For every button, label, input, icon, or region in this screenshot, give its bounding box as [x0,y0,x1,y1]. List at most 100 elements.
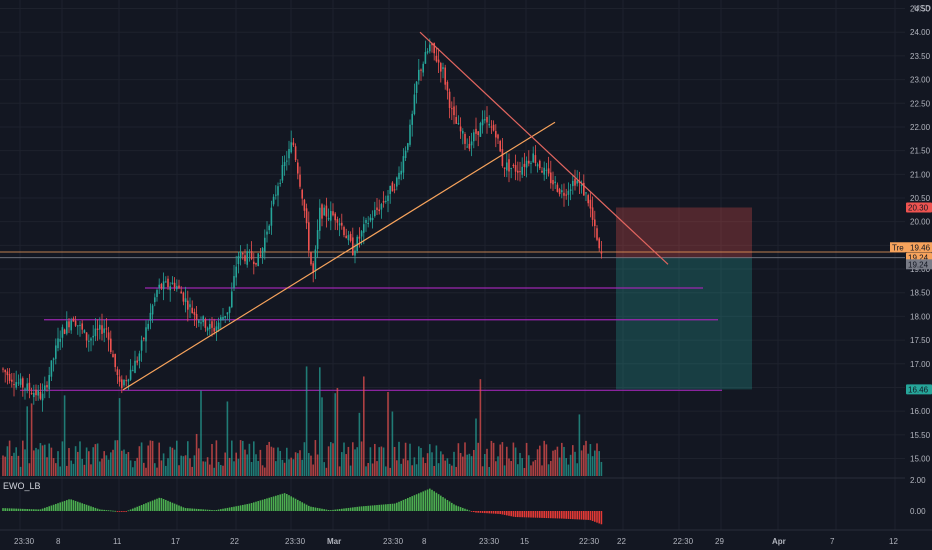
candle-body [92,335,94,338]
ewo-bar [380,504,383,511]
volume-bar [63,395,66,476]
candle-body [528,160,530,164]
candle-body [55,345,57,359]
candle-body [30,393,33,395]
volume-bar [411,465,413,476]
ewo-bar [567,511,570,519]
ewo-bar [455,505,457,511]
ewo-bar [266,498,268,511]
candle-body [325,205,328,217]
candle-body [567,190,570,195]
candle-body [376,207,378,211]
volume-bar [442,454,444,476]
ewo-bar [475,511,477,513]
candle-body [541,170,543,173]
price-tick-label: 15.50 [910,431,931,440]
ewo-bar [499,511,501,515]
ewo-bar [325,509,328,511]
risk-zone[interactable] [616,207,752,258]
candle-body [380,204,383,210]
reward-zone[interactable] [616,257,752,390]
volume-bar [292,459,295,476]
volume-bar [501,442,504,476]
volume-bar [398,441,400,476]
ewo-bar [253,502,255,511]
candle-body [521,166,523,175]
volume-bar [77,451,79,476]
candle-body [24,388,26,390]
volume-bar [521,458,523,476]
candle-body [451,108,453,110]
volume-bar [233,461,235,476]
candle-body [8,373,11,381]
volume-bar [237,458,240,476]
candle-body [149,312,152,321]
candle-body [514,165,517,172]
volume-bar [583,445,585,476]
ewo-bar [398,501,400,511]
volume-bar [195,433,198,476]
ewo-bar [198,509,200,511]
ewo-bar [103,509,105,511]
ewo-bar [116,511,119,512]
candle-body [385,200,387,202]
candle-body [545,169,548,171]
volume-bar [550,460,552,476]
ewo-bar [532,511,534,518]
volume-bar [206,457,209,476]
volume-bar [495,461,497,476]
volume-bar [418,446,420,476]
candle-body [301,189,303,199]
ewo-bar [305,504,308,511]
ewo-bar [580,511,583,520]
ewo-bar [389,503,391,511]
volume-bar [281,459,284,476]
ewo-bar [589,511,592,521]
ewo-bar [79,502,81,511]
ewo-bar [578,511,581,520]
ewo-bar [473,511,475,513]
ewo-bar [94,507,97,511]
ewo-bar [125,511,127,512]
volume-bar [448,463,451,476]
ewo-bar [479,511,482,513]
volume-bar [28,463,31,476]
ewo-bar [224,508,226,511]
ewo-bar [101,509,103,511]
ewo-bar [382,504,385,511]
volume-bar [506,446,508,476]
volume-bar [382,447,385,476]
volume-bar [255,454,257,476]
ewo-bar [92,507,94,511]
ewo-bar [50,505,53,511]
volume-bar [341,452,343,476]
time-tick-label: 17 [171,537,180,546]
ewo-bar [422,491,424,511]
volume-bar [178,465,180,476]
volume-bar [345,454,347,476]
candle-body [374,210,376,217]
downtrend-line[interactable] [419,31,669,265]
ewo-bar [525,511,528,518]
ewo-bar [239,505,242,511]
candle-body [349,233,352,241]
time-tick-label: 12 [889,537,898,546]
time-tick-label: 11 [113,537,122,546]
volume-bar [532,461,534,476]
volume-bar [470,456,473,476]
candle-body [110,338,112,352]
volume-bar [369,447,372,476]
candle-body [33,392,35,398]
ewo-bar [176,504,178,511]
ewo-bar [178,505,180,511]
volume-bar [94,444,97,476]
volume-bar [402,458,405,476]
candle-body [490,126,493,128]
time-tick-label: 7 [830,537,835,546]
candle-body [224,315,226,318]
volume-bar [37,449,39,476]
volume-bar [525,442,528,476]
uptrend-line[interactable] [122,121,556,391]
